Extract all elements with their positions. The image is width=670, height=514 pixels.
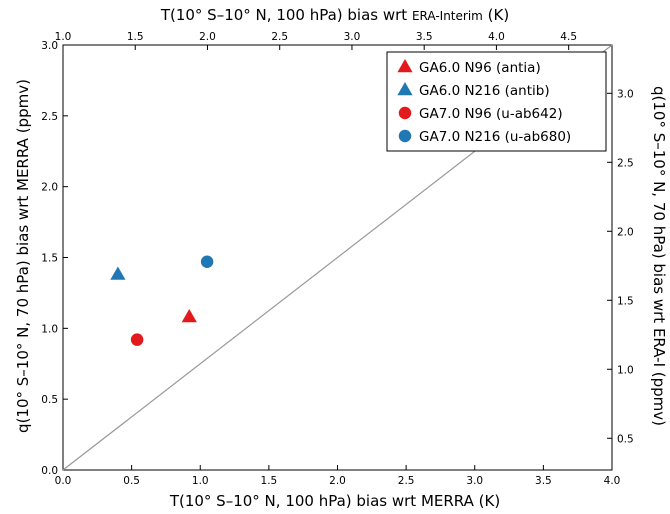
right-tick-label: 0.5 — [617, 433, 634, 445]
legend-marker-3 — [398, 129, 412, 143]
top-tick-label: 1.0 — [55, 31, 72, 43]
legend-box — [386, 51, 607, 152]
right-tick-label: 2.0 — [617, 226, 634, 238]
legend-label-0: GA6.0 N96 (antia) — [419, 60, 541, 76]
top-tick-label: 1.5 — [127, 31, 144, 43]
left-tick-label: 3.0 — [41, 40, 58, 52]
data-point-1 — [110, 266, 126, 280]
right-tick-label: 3.0 — [617, 88, 634, 100]
left-axis-label: q(10° S–10° N, 70 hPa) bias wrt MERRA (p… — [14, 79, 32, 433]
right-tick-label: 1.0 — [617, 364, 634, 376]
bottom-tick-label: 0.5 — [123, 475, 140, 487]
left-tick-label: 2.0 — [41, 182, 58, 194]
bottom-tick-label: 1.5 — [261, 475, 278, 487]
left-tick-label: 0.0 — [41, 465, 58, 477]
top-axis-label: T(10° S–10° N, 100 hPa) bias wrt ERA-Int… — [160, 6, 509, 24]
legend-label-3: GA7.0 N216 (u-ab680) — [419, 129, 571, 145]
top-tick-label: 3.5 — [416, 31, 433, 43]
top-tick-label: 2.0 — [199, 31, 216, 43]
bottom-tick-label: 0.0 — [55, 475, 72, 487]
top-axis-label-unit: (K) — [483, 6, 509, 24]
left-tick-label: 2.5 — [41, 111, 58, 123]
axes-layer: 0.0 0.5 1.0 1.5 2.0 2.5 3.0 3.5 4.0 0.0 0.5 1.0 1.5 2… — [41, 31, 633, 487]
legend-marker-2 — [398, 106, 412, 120]
left-tick-label: 1.0 — [41, 323, 58, 335]
bottom-tick-label: 4.0 — [604, 475, 621, 487]
legend-marker-1 — [397, 82, 413, 96]
right-axis-label: q(10° S–10° N, 70 hPa) bias wrt ERA-I (p… — [650, 86, 668, 426]
right-tick-label: 1.5 — [617, 295, 634, 307]
data-point-0 — [181, 309, 197, 323]
bottom-tick-label: 1.0 — [192, 475, 209, 487]
data-point-3 — [200, 255, 214, 268]
bottom-tick-label: 2.5 — [398, 475, 415, 487]
top-tick-label: 4.5 — [560, 31, 577, 43]
legend-label-1: GA6.0 N216 (antib) — [419, 83, 550, 99]
bottom-tick-label: 3.0 — [466, 475, 483, 487]
top-axis-label-tail: ERA-Interim — [412, 9, 483, 23]
top-tick-label: 3.0 — [344, 31, 361, 43]
legend-label-2: GA7.0 N96 (u-ab642) — [419, 106, 563, 122]
legend-marker-0 — [397, 59, 413, 73]
bottom-tick-label: 3.5 — [535, 475, 552, 487]
bottom-axis-label: T(10° S–10° N, 100 hPa) bias wrt MERRA (… — [169, 492, 500, 510]
bottom-tick-label: 2.0 — [329, 475, 346, 487]
top-tick-label: 2.5 — [271, 31, 288, 43]
legend: GA6.0 N96 (antia) GA6.0 N216 (antib) GA7… — [386, 51, 607, 152]
data-point-2 — [130, 333, 144, 346]
top-axis-label-main: T(10° S–10° N, 100 hPa) bias wrt — [160, 6, 412, 24]
left-tick-label: 0.5 — [41, 394, 58, 406]
legend-markers — [397, 59, 413, 143]
right-tick-label: 2.5 — [617, 157, 634, 169]
top-tick-label: 4.0 — [488, 31, 505, 43]
left-tick-label: 1.5 — [41, 253, 58, 265]
